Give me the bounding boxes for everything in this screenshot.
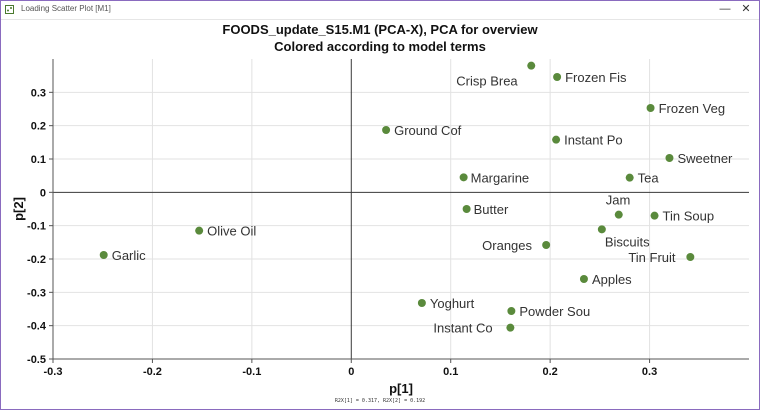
scatter-plot-icon — [5, 5, 14, 14]
point-instant-po[interactable] — [552, 135, 561, 144]
point-sweetner[interactable] — [665, 154, 674, 162]
point-olive-oil[interactable] — [195, 226, 204, 235]
x-tick-label: -0.3 — [44, 366, 63, 378]
x-axis-label: p[1] — [389, 381, 413, 396]
point-tin-fruit[interactable] — [686, 253, 695, 261]
point-frozen-fis[interactable] — [553, 73, 562, 81]
point-garlic[interactable] — [99, 251, 108, 259]
y-tick-label: -0.2 — [27, 254, 46, 266]
y-tick-label: -0.4 — [27, 321, 47, 333]
window-titlebar[interactable]: Loading Scatter Plot [M1] — ✕ — [1, 1, 759, 20]
point-ground-cof[interactable] — [382, 126, 391, 134]
x-tick-label: 0.1 — [443, 366, 458, 378]
y-tick-label: 0.1 — [31, 154, 46, 166]
point-label-butter: Butter — [474, 202, 509, 217]
point-label-apples: Apples — [592, 272, 632, 287]
point-label-powder-sou: Powder Sou — [519, 304, 590, 319]
point-label-frozen-veg: Frozen Veg — [659, 101, 726, 116]
point-label-oranges: Oranges — [482, 238, 532, 253]
point-label-sweetner: Sweetner — [677, 151, 733, 166]
point-oranges[interactable] — [542, 241, 551, 249]
point-label-frozen-fis: Frozen Fis — [565, 70, 627, 85]
point-frozen-veg[interactable] — [646, 104, 655, 112]
r2x-footnote: R2X[1] = 0.317, R2X[2] = 0.192 — [334, 398, 426, 404]
point-label-margarine: Margarine — [471, 170, 530, 185]
point-label-jam: Jam — [606, 193, 631, 208]
point-label-tin-fruit: Tin Fruit — [628, 250, 676, 265]
x-tick-label: 0.3 — [642, 366, 657, 378]
point-instant-co[interactable] — [506, 323, 515, 332]
window-title: Loading Scatter Plot [M1] — [21, 4, 111, 13]
point-margarine[interactable] — [459, 173, 468, 182]
point-label-ground-cof: Ground Cof — [394, 123, 462, 138]
close-button[interactable]: ✕ — [741, 3, 751, 15]
y-tick-label: -0.1 — [27, 221, 46, 233]
y-tick-label: 0 — [40, 187, 46, 199]
point-label-instant-po: Instant Po — [564, 133, 623, 148]
minimize-button[interactable]: — — [719, 3, 731, 15]
y-tick-label: 0.2 — [31, 121, 46, 133]
point-yoghurt[interactable] — [417, 299, 426, 307]
x-tick-label: 0 — [348, 366, 354, 378]
point-label-garlic: Garlic — [112, 248, 146, 263]
y-tick-label: -0.5 — [27, 354, 46, 366]
x-tick-label: -0.1 — [242, 366, 261, 378]
x-tick-label: -0.2 — [143, 366, 162, 378]
point-apples[interactable] — [579, 275, 588, 283]
y-tick-label: 0.3 — [31, 87, 46, 99]
chart-title: FOODS_update_S15.M1 (PCA-X), PCA for ove… — [222, 22, 538, 37]
point-label-crisp-brea: Crisp Brea — [456, 74, 518, 89]
point-biscuits[interactable] — [597, 225, 606, 234]
chart-subtitle: Colored according to model terms — [274, 39, 486, 54]
point-crisp-brea[interactable] — [527, 61, 536, 70]
point-powder-sou[interactable] — [507, 307, 516, 315]
point-label-biscuits: Biscuits — [605, 234, 650, 249]
point-label-yoghurt: Yoghurt — [430, 296, 475, 311]
point-label-tea: Tea — [638, 171, 660, 186]
point-tea[interactable] — [625, 173, 634, 182]
x-tick-label: 0.2 — [542, 366, 557, 378]
point-label-instant-co: Instant Co — [433, 321, 492, 336]
y-axis-label: p[2] — [11, 197, 26, 221]
point-label-tin-soup: Tin Soup — [663, 209, 715, 224]
point-butter[interactable] — [462, 205, 471, 213]
point-jam[interactable] — [614, 210, 623, 219]
point-label-olive-oil: Olive Oil — [207, 224, 256, 239]
point-tin-soup[interactable] — [650, 211, 659, 220]
y-tick-label: -0.3 — [27, 287, 46, 299]
